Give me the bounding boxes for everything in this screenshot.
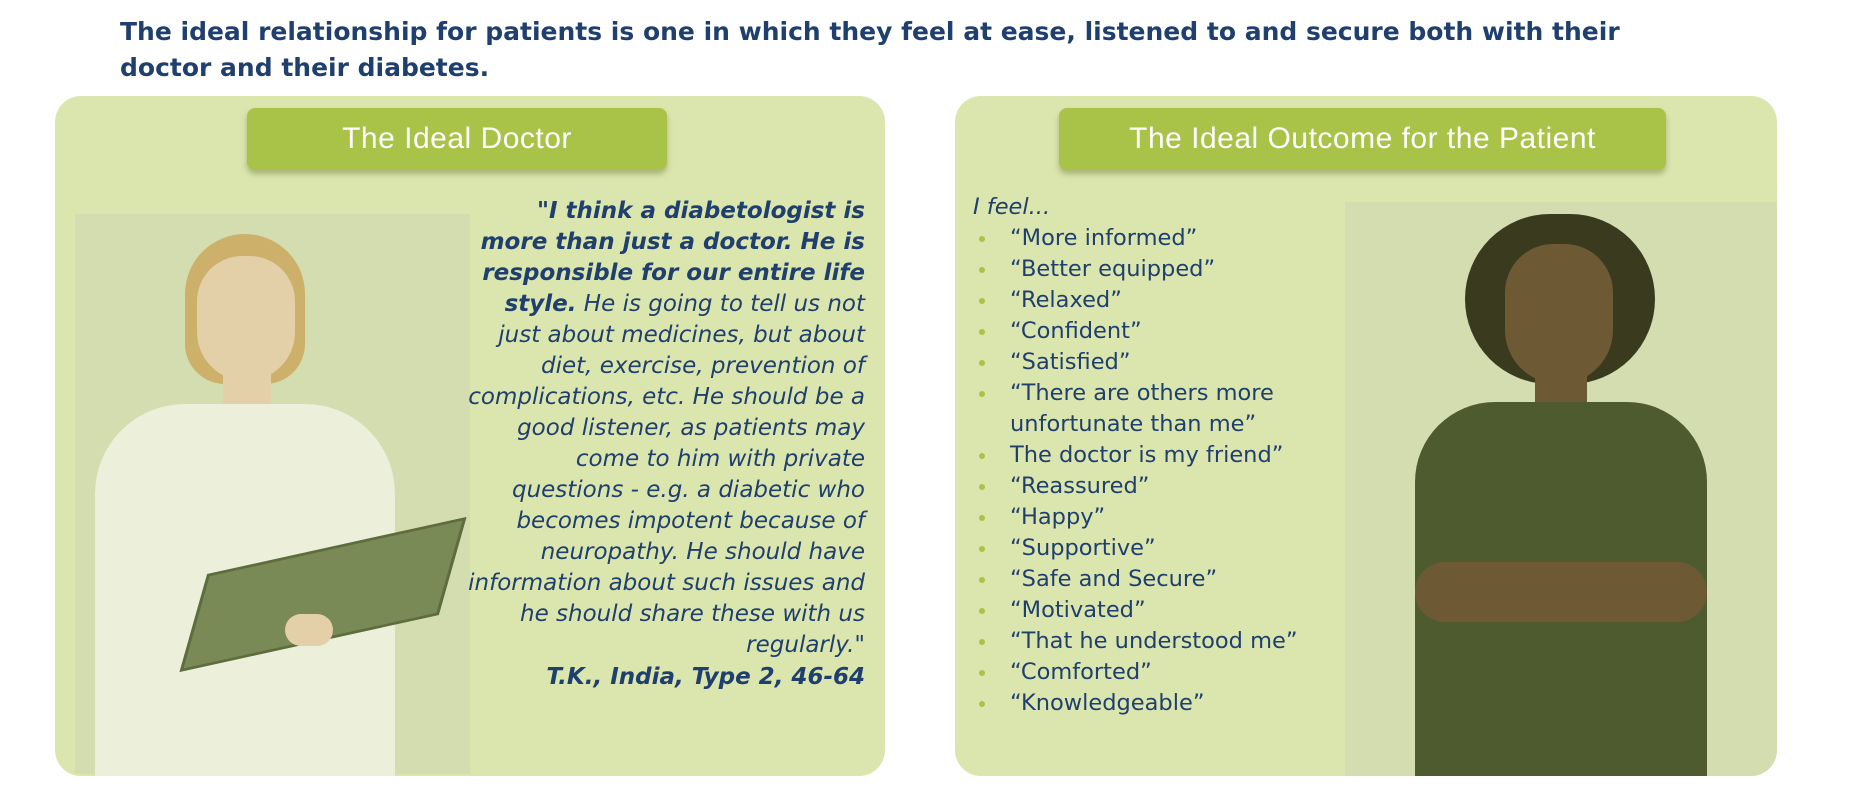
feeling-item: “Relaxed” — [973, 285, 1363, 316]
feeling-item: “Knowledgeable” — [973, 688, 1363, 719]
feelings-items: “More informed” “Better equipped” “Relax… — [973, 223, 1363, 719]
quote-attribution: T.K., India, Type 2, 46-64 — [546, 664, 865, 690]
feeling-item: “Comforted” — [973, 657, 1363, 688]
ideal-doctor-panel: The Ideal Doctor "I think a diabetologis… — [55, 96, 885, 776]
patient-face — [1505, 244, 1613, 384]
doctor-quote: "I think a diabetologist is more than ju… — [465, 196, 865, 693]
feelings-lead: I feel... — [973, 194, 1051, 220]
feeling-item: “There are others more unfortunate than … — [973, 378, 1363, 440]
doctor-photo — [75, 214, 470, 776]
feeling-item: “That he understood me” — [973, 626, 1363, 657]
patient-crossed-arms — [1415, 562, 1707, 622]
feeling-item: “Motivated” — [973, 595, 1363, 626]
feeling-item: “Supportive” — [973, 533, 1363, 564]
feeling-item: “Happy” — [973, 502, 1363, 533]
ideal-outcome-panel: The Ideal Outcome for the Patient I feel… — [955, 96, 1777, 776]
ideal-outcome-title: The Ideal Outcome for the Patient — [1059, 108, 1666, 170]
feeling-item: “More informed” — [973, 223, 1363, 254]
quote-body: He is going to tell us not just about me… — [468, 291, 865, 658]
feeling-item: “Satisfied” — [973, 347, 1363, 378]
feelings-list: I feel... “More informed” “Better equipp… — [973, 192, 1363, 719]
ideal-doctor-title: The Ideal Doctor — [247, 108, 667, 170]
quote-emphasis: "I think a diabetologist is more than ju… — [480, 198, 865, 317]
patient-photo — [1345, 202, 1777, 776]
feeling-item: “Reassured” — [973, 471, 1363, 502]
headline: The ideal relationship for patients is o… — [120, 17, 1620, 82]
doctor-face — [197, 256, 295, 381]
doctor-hand — [285, 614, 333, 646]
feeling-item: “Confident” — [973, 316, 1363, 347]
feeling-item: “Better equipped” — [973, 254, 1363, 285]
feeling-item: The doctor is my friend” — [973, 440, 1363, 471]
feeling-item: “Safe and Secure” — [973, 564, 1363, 595]
